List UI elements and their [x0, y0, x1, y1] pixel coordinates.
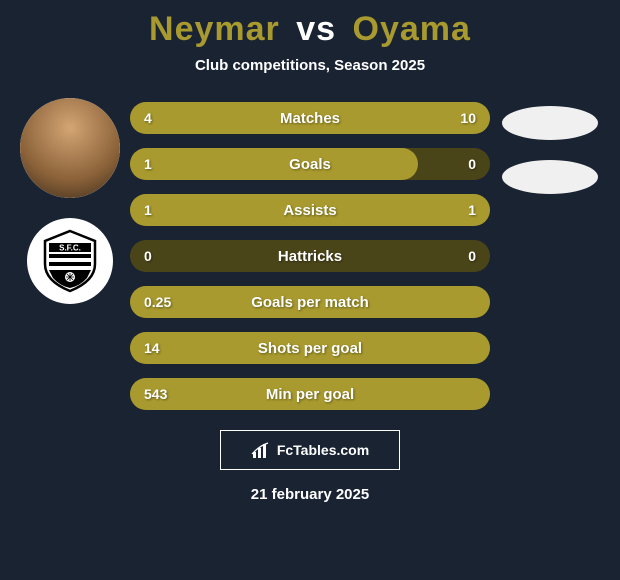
vs-separator: vs — [296, 10, 336, 48]
santos-crest-icon: S.F.C. — [35, 226, 105, 296]
stat-label: Matches — [280, 110, 340, 127]
stat-value-left: 543 — [144, 386, 167, 402]
footer-logo-text: FcTables.com — [277, 442, 369, 458]
title: Neymar vs Oyama — [0, 10, 620, 49]
player2-avatar-placeholder — [502, 106, 598, 140]
stat-value-left: 4 — [144, 110, 152, 126]
player2-club-placeholder — [502, 160, 598, 194]
stat-label: Min per goal — [266, 386, 354, 403]
main-content: S.F.C. 4Matches101Goals01Assists10Hattri… — [0, 96, 620, 410]
subtitle: Club competitions, Season 2025 — [0, 57, 620, 74]
left-column: S.F.C. — [10, 96, 130, 304]
footer-logo: FcTables.com — [220, 430, 400, 470]
stat-value-left: 0.25 — [144, 294, 171, 310]
stat-row: 0 Hattricks 0 — [130, 240, 490, 272]
player1-name: Neymar — [149, 10, 280, 48]
stat-row: 14 Shots per goal — [130, 332, 490, 364]
stat-bars: 4Matches101Goals01Assists10Hattricks00.2… — [130, 96, 490, 410]
stat-fill-right — [233, 102, 490, 134]
stat-value-right: 0 — [468, 248, 476, 264]
player1-club-badge: S.F.C. — [27, 218, 113, 304]
stat-label: Shots per goal — [258, 340, 362, 357]
stat-label: Hattricks — [278, 248, 342, 265]
stat-fill-left — [130, 148, 418, 180]
stat-row: 0.25 Goals per match — [130, 286, 490, 318]
stat-row: 543 Min per goal — [130, 378, 490, 410]
stat-value-left: 1 — [144, 156, 152, 172]
bar-chart-icon — [251, 440, 271, 460]
stat-row: 1 Goals 0 — [130, 148, 490, 180]
stat-value-left: 1 — [144, 202, 152, 218]
stat-label: Assists — [283, 202, 336, 219]
stat-value-left: 0 — [144, 248, 152, 264]
stat-label: Goals per match — [251, 294, 369, 311]
date: 21 february 2025 — [0, 486, 620, 503]
stat-value-right: 0 — [468, 156, 476, 172]
stat-label: Goals — [289, 156, 331, 173]
stat-row: 1 Assists 1 — [130, 194, 490, 226]
stat-fill-right — [310, 194, 490, 226]
comparison-card: Neymar vs Oyama Club competitions, Seaso… — [0, 0, 620, 580]
stat-value-left: 14 — [144, 340, 160, 356]
svg-text:S.F.C.: S.F.C. — [59, 244, 81, 253]
stat-value-right: 1 — [468, 202, 476, 218]
player1-avatar — [20, 98, 120, 198]
player2-name: Oyama — [353, 10, 471, 48]
stat-row: 4 Matches 10 — [130, 102, 490, 134]
avatar-photo-placeholder — [20, 98, 120, 198]
stat-value-right: 10 — [460, 110, 476, 126]
right-column — [490, 96, 610, 194]
